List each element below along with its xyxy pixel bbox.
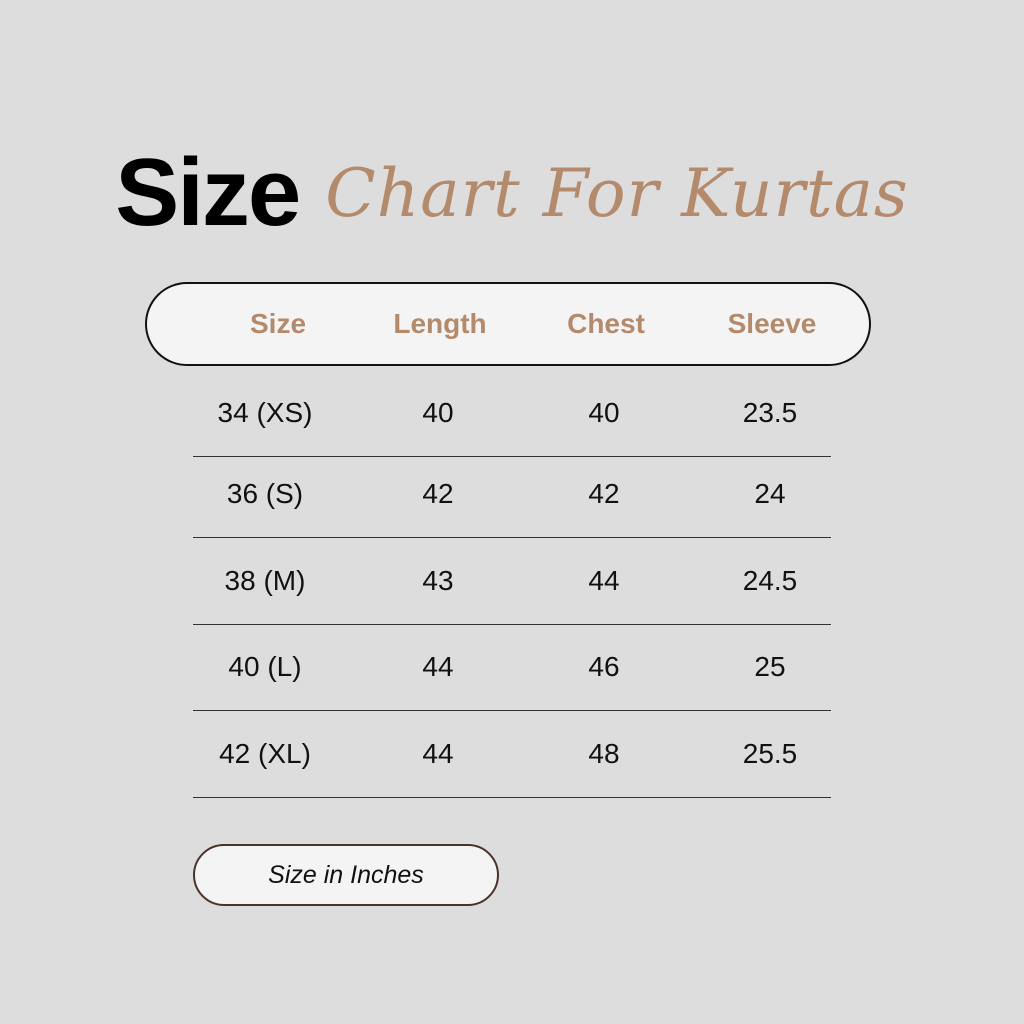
cell-chest: 42 xyxy=(588,478,620,509)
page-title: Size Chart For Kurtas xyxy=(0,138,1024,248)
table-row: 34 (XS) 40 40 23.5 xyxy=(193,370,831,457)
table-row: 36 (S) 42 42 24 xyxy=(193,451,831,538)
header-length: Length xyxy=(393,308,487,339)
table-header: Size Length Chest Sleeve xyxy=(145,282,871,366)
cell-length: 42 xyxy=(422,478,454,509)
cell-sleeve: 24 xyxy=(754,478,786,509)
cell-size: 38 (M) xyxy=(224,565,306,596)
cell-size: 42 (XL) xyxy=(219,738,311,769)
cell-sleeve: 25.5 xyxy=(742,738,798,769)
cell-chest: 46 xyxy=(588,651,620,682)
cell-chest: 40 xyxy=(588,397,620,428)
row-divider xyxy=(193,710,831,711)
cell-sleeve: 23.5 xyxy=(742,397,798,428)
cell-size: 40 (L) xyxy=(228,651,302,682)
header-size: Size xyxy=(249,308,307,339)
cell-chest: 44 xyxy=(588,565,620,596)
table-row: 38 (M) 43 44 24.5 xyxy=(193,538,831,625)
cell-size: 36 (S) xyxy=(226,478,304,509)
cell-length: 44 xyxy=(422,651,454,682)
title-bold: Size xyxy=(115,139,301,246)
unit-note: Size in Inches xyxy=(193,844,499,906)
cell-sleeve: 24.5 xyxy=(742,565,798,596)
cell-sleeve: 25 xyxy=(754,651,786,682)
row-divider xyxy=(193,797,831,798)
title-script: Chart For Kurtas xyxy=(325,154,909,232)
table-row: 40 (L) 44 46 25 xyxy=(193,624,831,711)
cell-chest: 48 xyxy=(588,738,620,769)
cell-length: 40 xyxy=(422,397,454,428)
row-divider xyxy=(193,624,831,625)
header-sleeve: Sleeve xyxy=(727,308,817,339)
header-chest: Chest xyxy=(567,308,645,339)
cell-size: 34 (XS) xyxy=(217,397,313,428)
row-divider xyxy=(193,537,831,538)
table-row: 42 (XL) 44 48 25.5 xyxy=(193,711,831,798)
row-divider xyxy=(193,456,831,457)
cell-length: 43 xyxy=(422,565,454,596)
cell-length: 44 xyxy=(422,738,454,769)
